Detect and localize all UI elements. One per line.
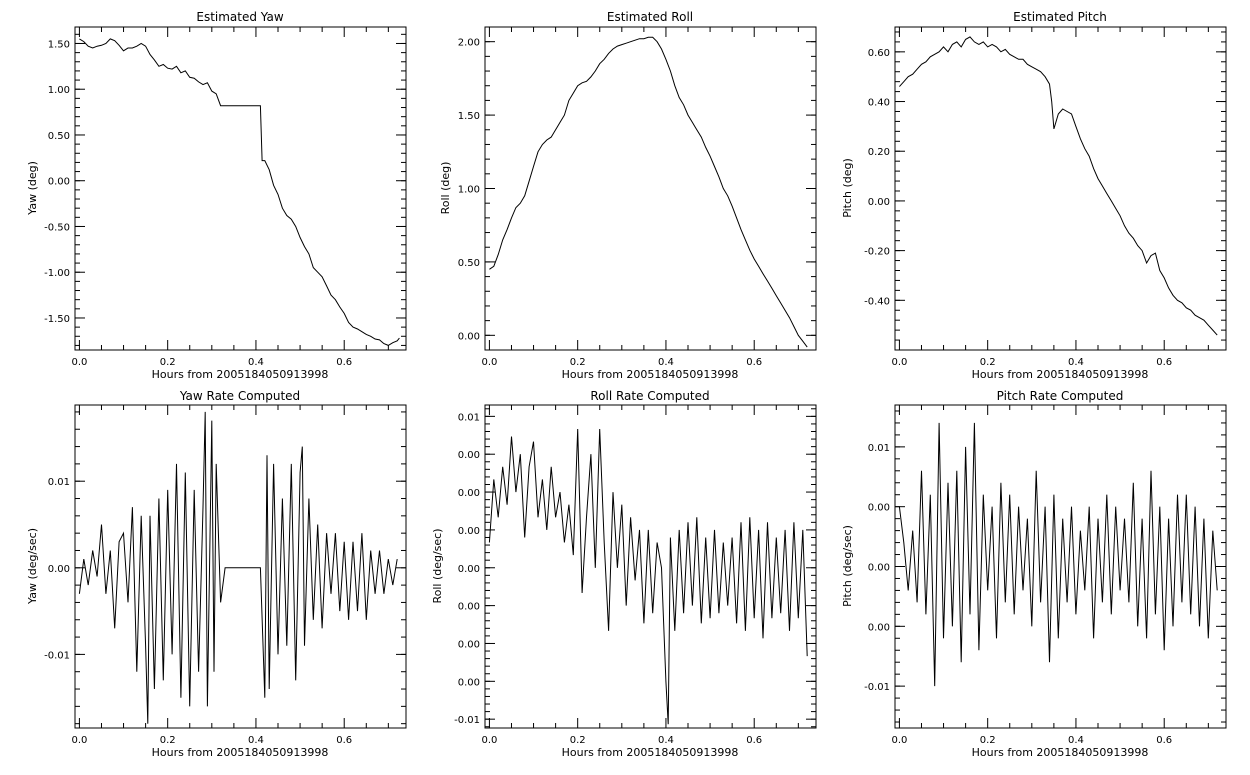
y-tick-label: 0.00 xyxy=(458,564,480,575)
chart-title: Estimated Yaw xyxy=(196,10,283,24)
chart-title: Roll Rate Computed xyxy=(590,389,709,403)
y-tick-label: 0.50 xyxy=(458,258,480,269)
y-tick-label: -0.01 xyxy=(44,650,70,661)
y-tick-label: -1.00 xyxy=(44,268,70,279)
y-tick-label: 0.01 xyxy=(868,443,890,454)
panel-pitch-rate-computed: Pitch Rate Computed Hours from 200518405… xyxy=(841,389,1227,759)
y-tick-label: 0.01 xyxy=(458,412,480,423)
chart-title: Estimated Pitch xyxy=(1013,10,1107,24)
y-tick-label: -1.50 xyxy=(44,314,70,325)
y-tick-label: 0.50 xyxy=(48,131,70,142)
y-tick-label: 0.00 xyxy=(868,622,890,633)
x-tick-label: 0.4 xyxy=(248,735,264,746)
series-line xyxy=(899,36,1218,336)
x-tick-label: 0.2 xyxy=(980,357,996,368)
y-tick-label: 0.40 xyxy=(868,98,890,109)
y-tick-label: 0.00 xyxy=(48,564,70,575)
x-tick-label: 0.0 xyxy=(481,735,497,746)
y-axis-label: Pitch (deg) xyxy=(841,158,854,218)
panel-estimated-pitch: Estimated Pitch Hours from 2005184050913… xyxy=(841,10,1227,381)
y-tick-label: 0.00 xyxy=(458,526,480,537)
y-tick-label: 0.00 xyxy=(458,450,480,461)
chart-title: Yaw Rate Computed xyxy=(179,389,300,403)
y-tick-label: 0.00 xyxy=(458,639,480,650)
y-axis-label: Roll (deg) xyxy=(439,162,452,215)
x-tick-label: 0.2 xyxy=(160,357,176,368)
plot-frame xyxy=(74,26,407,351)
x-tick-label: 0.6 xyxy=(746,735,762,746)
panel-estimated-yaw: Estimated Yaw Hours from 200518405091399… xyxy=(26,10,407,381)
plot-frame xyxy=(894,26,1227,351)
y-tick-label: 2.00 xyxy=(458,38,480,49)
x-tick-label: 0.6 xyxy=(1156,735,1172,746)
y-tick-label: 0.00 xyxy=(868,563,890,574)
x-tick-label: 0.6 xyxy=(746,357,762,368)
y-tick-label: 0.00 xyxy=(458,602,480,613)
x-tick-label: 0.6 xyxy=(1156,357,1172,368)
x-tick-label: 0.4 xyxy=(658,357,674,368)
y-tick-label: 1.00 xyxy=(458,185,480,196)
y-axis-label: Yaw (deg/sec) xyxy=(26,528,39,605)
y-tick-label: -0.01 xyxy=(454,715,480,726)
y-axis-label: Yaw (deg) xyxy=(26,161,39,216)
x-axis-label: Hours from 2005184050913998 xyxy=(562,746,739,759)
y-tick-label: -0.40 xyxy=(864,296,890,307)
x-tick-label: 0.2 xyxy=(160,735,176,746)
x-tick-label: 0.0 xyxy=(481,357,497,368)
series-line xyxy=(78,411,398,724)
x-tick-label: 0.4 xyxy=(1068,357,1084,368)
y-axis-label: Pitch (deg/sec) xyxy=(841,525,854,607)
x-axis-label: Hours from 2005184050913998 xyxy=(972,746,1149,759)
x-tick-label: 0.6 xyxy=(336,735,352,746)
y-tick-label: 1.50 xyxy=(458,111,480,122)
y-tick-label: 0.00 xyxy=(868,197,890,208)
y-tick-label: 0.00 xyxy=(48,177,70,188)
x-tick-label: 0.2 xyxy=(570,357,586,368)
x-axis-label: Hours from 2005184050913998 xyxy=(562,368,739,381)
series-line xyxy=(898,422,1218,687)
series-line xyxy=(488,428,808,725)
x-tick-label: 0.2 xyxy=(980,735,996,746)
y-tick-label: 1.00 xyxy=(48,85,70,96)
panel-yaw-rate-computed: Yaw Rate Computed Hours from 20051840509… xyxy=(26,389,407,759)
x-tick-label: 0.4 xyxy=(658,735,674,746)
series-line xyxy=(489,36,808,348)
x-tick-label: 0.4 xyxy=(1068,735,1084,746)
x-tick-label: 0.0 xyxy=(71,357,87,368)
y-tick-label: 0.00 xyxy=(458,677,480,688)
chart-title: Estimated Roll xyxy=(607,10,693,24)
x-tick-label: 0.0 xyxy=(891,357,907,368)
y-tick-label: 0.00 xyxy=(458,488,480,499)
x-axis-label: Hours from 2005184050913998 xyxy=(152,368,329,381)
chart-title: Pitch Rate Computed xyxy=(997,389,1124,403)
y-tick-label: -0.20 xyxy=(864,247,890,258)
y-tick-label: 0.00 xyxy=(868,503,890,514)
x-tick-label: 0.2 xyxy=(570,735,586,746)
x-axis-label: Hours from 2005184050913998 xyxy=(152,746,329,759)
panel-roll-rate-computed: Roll Rate Computed Hours from 2005184050… xyxy=(431,389,817,759)
y-tick-label: 1.50 xyxy=(48,39,70,50)
y-tick-label: 0.00 xyxy=(458,331,480,342)
x-tick-label: 0.0 xyxy=(891,735,907,746)
plot-frame xyxy=(484,404,817,729)
y-tick-label: 0.01 xyxy=(48,477,70,488)
y-tick-label: -0.01 xyxy=(864,682,890,693)
y-tick-label: 0.20 xyxy=(868,147,890,158)
plot-frame xyxy=(74,404,407,729)
y-axis-label: Roll (deg/sec) xyxy=(431,528,444,603)
x-tick-label: 0.4 xyxy=(248,357,264,368)
panel-estimated-roll: Estimated Roll Hours from 20051840509139… xyxy=(439,10,817,381)
x-tick-label: 0.6 xyxy=(336,357,352,368)
series-line xyxy=(79,38,400,346)
x-tick-label: 0.0 xyxy=(71,735,87,746)
y-tick-label: 0.60 xyxy=(868,48,890,59)
x-axis-label: Hours from 2005184050913998 xyxy=(972,368,1149,381)
y-tick-label: -0.50 xyxy=(44,222,70,233)
